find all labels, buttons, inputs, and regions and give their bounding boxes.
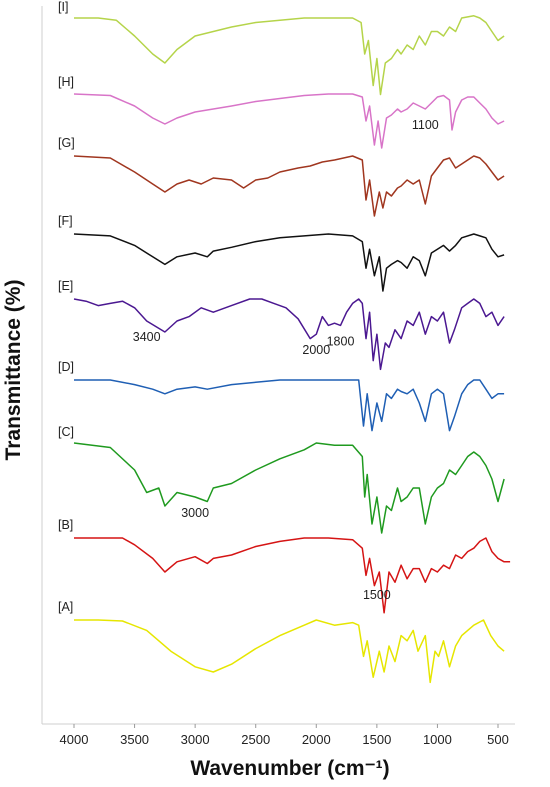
x-tick-label: 3500 bbox=[120, 732, 149, 747]
spectrum-line-g bbox=[73, 155, 505, 217]
spectrum-line-d bbox=[74, 379, 505, 432]
spectrum-line-e bbox=[73, 298, 505, 371]
axes bbox=[41, 6, 515, 725]
series-label: [E] bbox=[58, 279, 73, 293]
spectrum-line-h bbox=[73, 93, 505, 149]
series-label: [B] bbox=[58, 518, 73, 532]
spectrum-line-i bbox=[74, 15, 505, 96]
x-tick-label: 2000 bbox=[302, 732, 331, 747]
series-label: [C] bbox=[58, 425, 74, 439]
x-tick-label: 4000 bbox=[60, 732, 89, 747]
series-label: [G] bbox=[58, 136, 75, 150]
x-tick-label: 3000 bbox=[181, 732, 210, 747]
series-label: [D] bbox=[58, 360, 74, 374]
x-axis-label: Wavenumber (cm⁻¹) bbox=[190, 757, 389, 780]
spectra-series bbox=[73, 15, 511, 684]
spectrum-line-c bbox=[73, 442, 505, 534]
peak-label: 1500 bbox=[363, 588, 391, 602]
peak-label: 3000 bbox=[181, 506, 209, 520]
peak-label: 2000 bbox=[302, 343, 330, 357]
x-tick-label: 1500 bbox=[362, 732, 391, 747]
x-tick-label: 500 bbox=[487, 732, 509, 747]
peak-label: 3400 bbox=[133, 330, 161, 344]
series-label: [A] bbox=[58, 600, 73, 614]
x-tick-label: 1000 bbox=[423, 732, 452, 747]
spectrum-line-a bbox=[74, 619, 505, 684]
peak-label: 1800 bbox=[327, 334, 355, 348]
peak-label: 1100 bbox=[412, 118, 439, 132]
spectrum-line-b bbox=[74, 537, 511, 614]
series-label: [I] bbox=[58, 0, 68, 14]
x-tick-label: 2500 bbox=[241, 732, 270, 747]
spectrum-line-f bbox=[73, 233, 505, 292]
series-label: [F] bbox=[58, 214, 73, 228]
x-tick-labels: 4000 3500 3000 2500 2000 1500 1000 500 bbox=[60, 724, 509, 747]
series-labels: [A] [B] [C] [D] [E] [F] [G] [H] [I] bbox=[58, 0, 75, 614]
series-label: [H] bbox=[58, 75, 74, 89]
y-axis-label: Transmittance (%) bbox=[2, 280, 25, 461]
